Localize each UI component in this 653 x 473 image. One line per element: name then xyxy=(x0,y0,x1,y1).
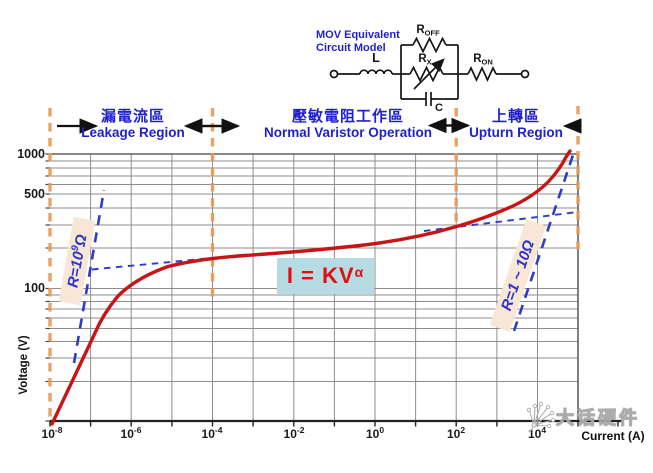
watermark: 大话硬件 xyxy=(526,400,640,434)
y-tick-500: 500 xyxy=(24,187,45,201)
region-header-arrows xyxy=(57,117,582,134)
region-label-varistor: 壓敏電阻工作區 Normal Varistor Operation xyxy=(248,108,448,140)
region-leakage-en: Leakage Region xyxy=(81,125,185,140)
x-tick-1e-4: 10-4 xyxy=(201,425,223,441)
leakage-slope-line xyxy=(72,189,106,364)
circuit-model-title: MOV Equivalent Circuit Model xyxy=(316,29,400,54)
x-tick-1e2: 102 xyxy=(446,425,466,441)
x-axis-ticks xyxy=(49,421,619,427)
varistor-formula: I = KV α xyxy=(277,258,374,294)
varistor-arrow xyxy=(413,58,445,90)
horizontal-gridlines xyxy=(50,160,578,382)
r-x-varistor xyxy=(409,65,444,83)
region-upturn-en: Upturn Region xyxy=(469,125,563,140)
inductor-label: L xyxy=(372,51,380,65)
r-off-label: ROFF xyxy=(416,24,440,38)
r-off-resistor xyxy=(412,36,447,54)
region-leakage-zh: 漏電流區 xyxy=(100,108,165,125)
vi-characteristic-curve xyxy=(50,149,572,426)
x-tick-1e-8: 10-8 xyxy=(41,425,63,441)
dandelion-icon xyxy=(526,401,556,433)
y-tick-100: 100 xyxy=(24,281,45,295)
circuit-title-line1: MOV Equivalent xyxy=(316,29,400,41)
circuit-title-line2: Circuit Model xyxy=(316,41,386,54)
y-axis-title: Voltage (V) xyxy=(18,335,30,395)
r-on-resistor xyxy=(467,65,497,83)
mov-equivalent-circuit: L ROFF RX RON C xyxy=(329,24,530,114)
x-tick-1e-2: 10-2 xyxy=(283,425,305,441)
region-label-upturn: 上轉區 Upturn Region xyxy=(452,108,580,140)
inductor-coil xyxy=(359,69,393,75)
left-terminal xyxy=(329,69,339,79)
r-on-label: RON xyxy=(473,53,493,67)
x-axis-title: Current (A) xyxy=(581,429,645,443)
y-tick-1000: 1000 xyxy=(17,147,45,161)
x-tick-1e0: 100 xyxy=(365,425,385,441)
x-tick-1e-6: 10-6 xyxy=(120,425,142,441)
region-varistor-zh: 壓敏電阻工作區 xyxy=(291,108,404,125)
capacitor-label: C xyxy=(435,102,443,114)
region-upturn-zh: 上轉區 xyxy=(491,108,540,125)
formula-alpha-exponent: α xyxy=(354,264,365,280)
formula-base: I = KV xyxy=(286,263,355,288)
region-varistor-en: Normal Varistor Operation xyxy=(263,125,433,140)
right-terminal xyxy=(520,69,530,79)
region-label-leakage: 漏電流區 Leakage Region xyxy=(53,108,213,140)
watermark-text: 大话硬件 xyxy=(555,407,640,428)
r-x-label: RX xyxy=(418,53,431,67)
upturn-slope-line xyxy=(512,151,576,332)
